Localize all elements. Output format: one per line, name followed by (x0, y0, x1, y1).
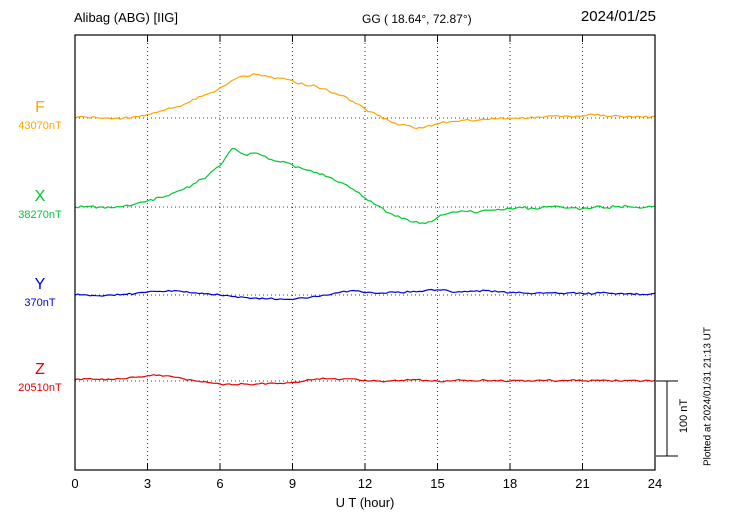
x-tick-label: 9 (288, 476, 297, 491)
x-tick-label: 12 (357, 476, 373, 491)
component-F-baseline-value: 43070nT (18, 120, 62, 132)
station-title: Alibag (ABG) [IIG] (74, 10, 179, 25)
plot-frame (74, 34, 656, 471)
x-tick-label: 6 (216, 476, 224, 491)
component-X-label: X (34, 188, 46, 205)
x-tick-label: 18 (502, 476, 518, 491)
component-X: X 38270nT (10, 188, 70, 222)
trace-Y (74, 288, 656, 301)
trace-Z (74, 374, 656, 386)
plot-date: 2024/01/25 (580, 8, 656, 25)
component-Y: Y 370nT (10, 276, 70, 310)
component-Z: Z 20510nT (10, 361, 70, 395)
trace-X (74, 147, 656, 225)
x-tick-label: 24 (647, 476, 663, 491)
gg-coordinates: GG ( 18.64°, 72.87°) (362, 12, 472, 26)
component-Z-label: Z (35, 361, 45, 378)
x-tick-label: 21 (575, 476, 590, 491)
trace-F (74, 73, 656, 130)
plotted-at-note: Plotted at 2024/01/31 21:13 UT (702, 327, 714, 466)
x-axis-label: U T (hour) (335, 495, 395, 510)
x-tick-label: 15 (430, 476, 445, 491)
x-tick-label: 0 (71, 476, 79, 491)
component-X-baseline-value: 38270nT (18, 209, 62, 221)
component-Y-baseline-value: 370nT (24, 297, 56, 309)
component-Z-baseline-value: 20510nT (18, 382, 62, 394)
component-F: F 43070nT (10, 99, 70, 133)
x-tick-label: 3 (143, 476, 152, 491)
component-Y-label: Y (34, 276, 46, 293)
component-F-label: F (35, 99, 45, 116)
scale-bar-label: 100 nT (678, 398, 690, 434)
